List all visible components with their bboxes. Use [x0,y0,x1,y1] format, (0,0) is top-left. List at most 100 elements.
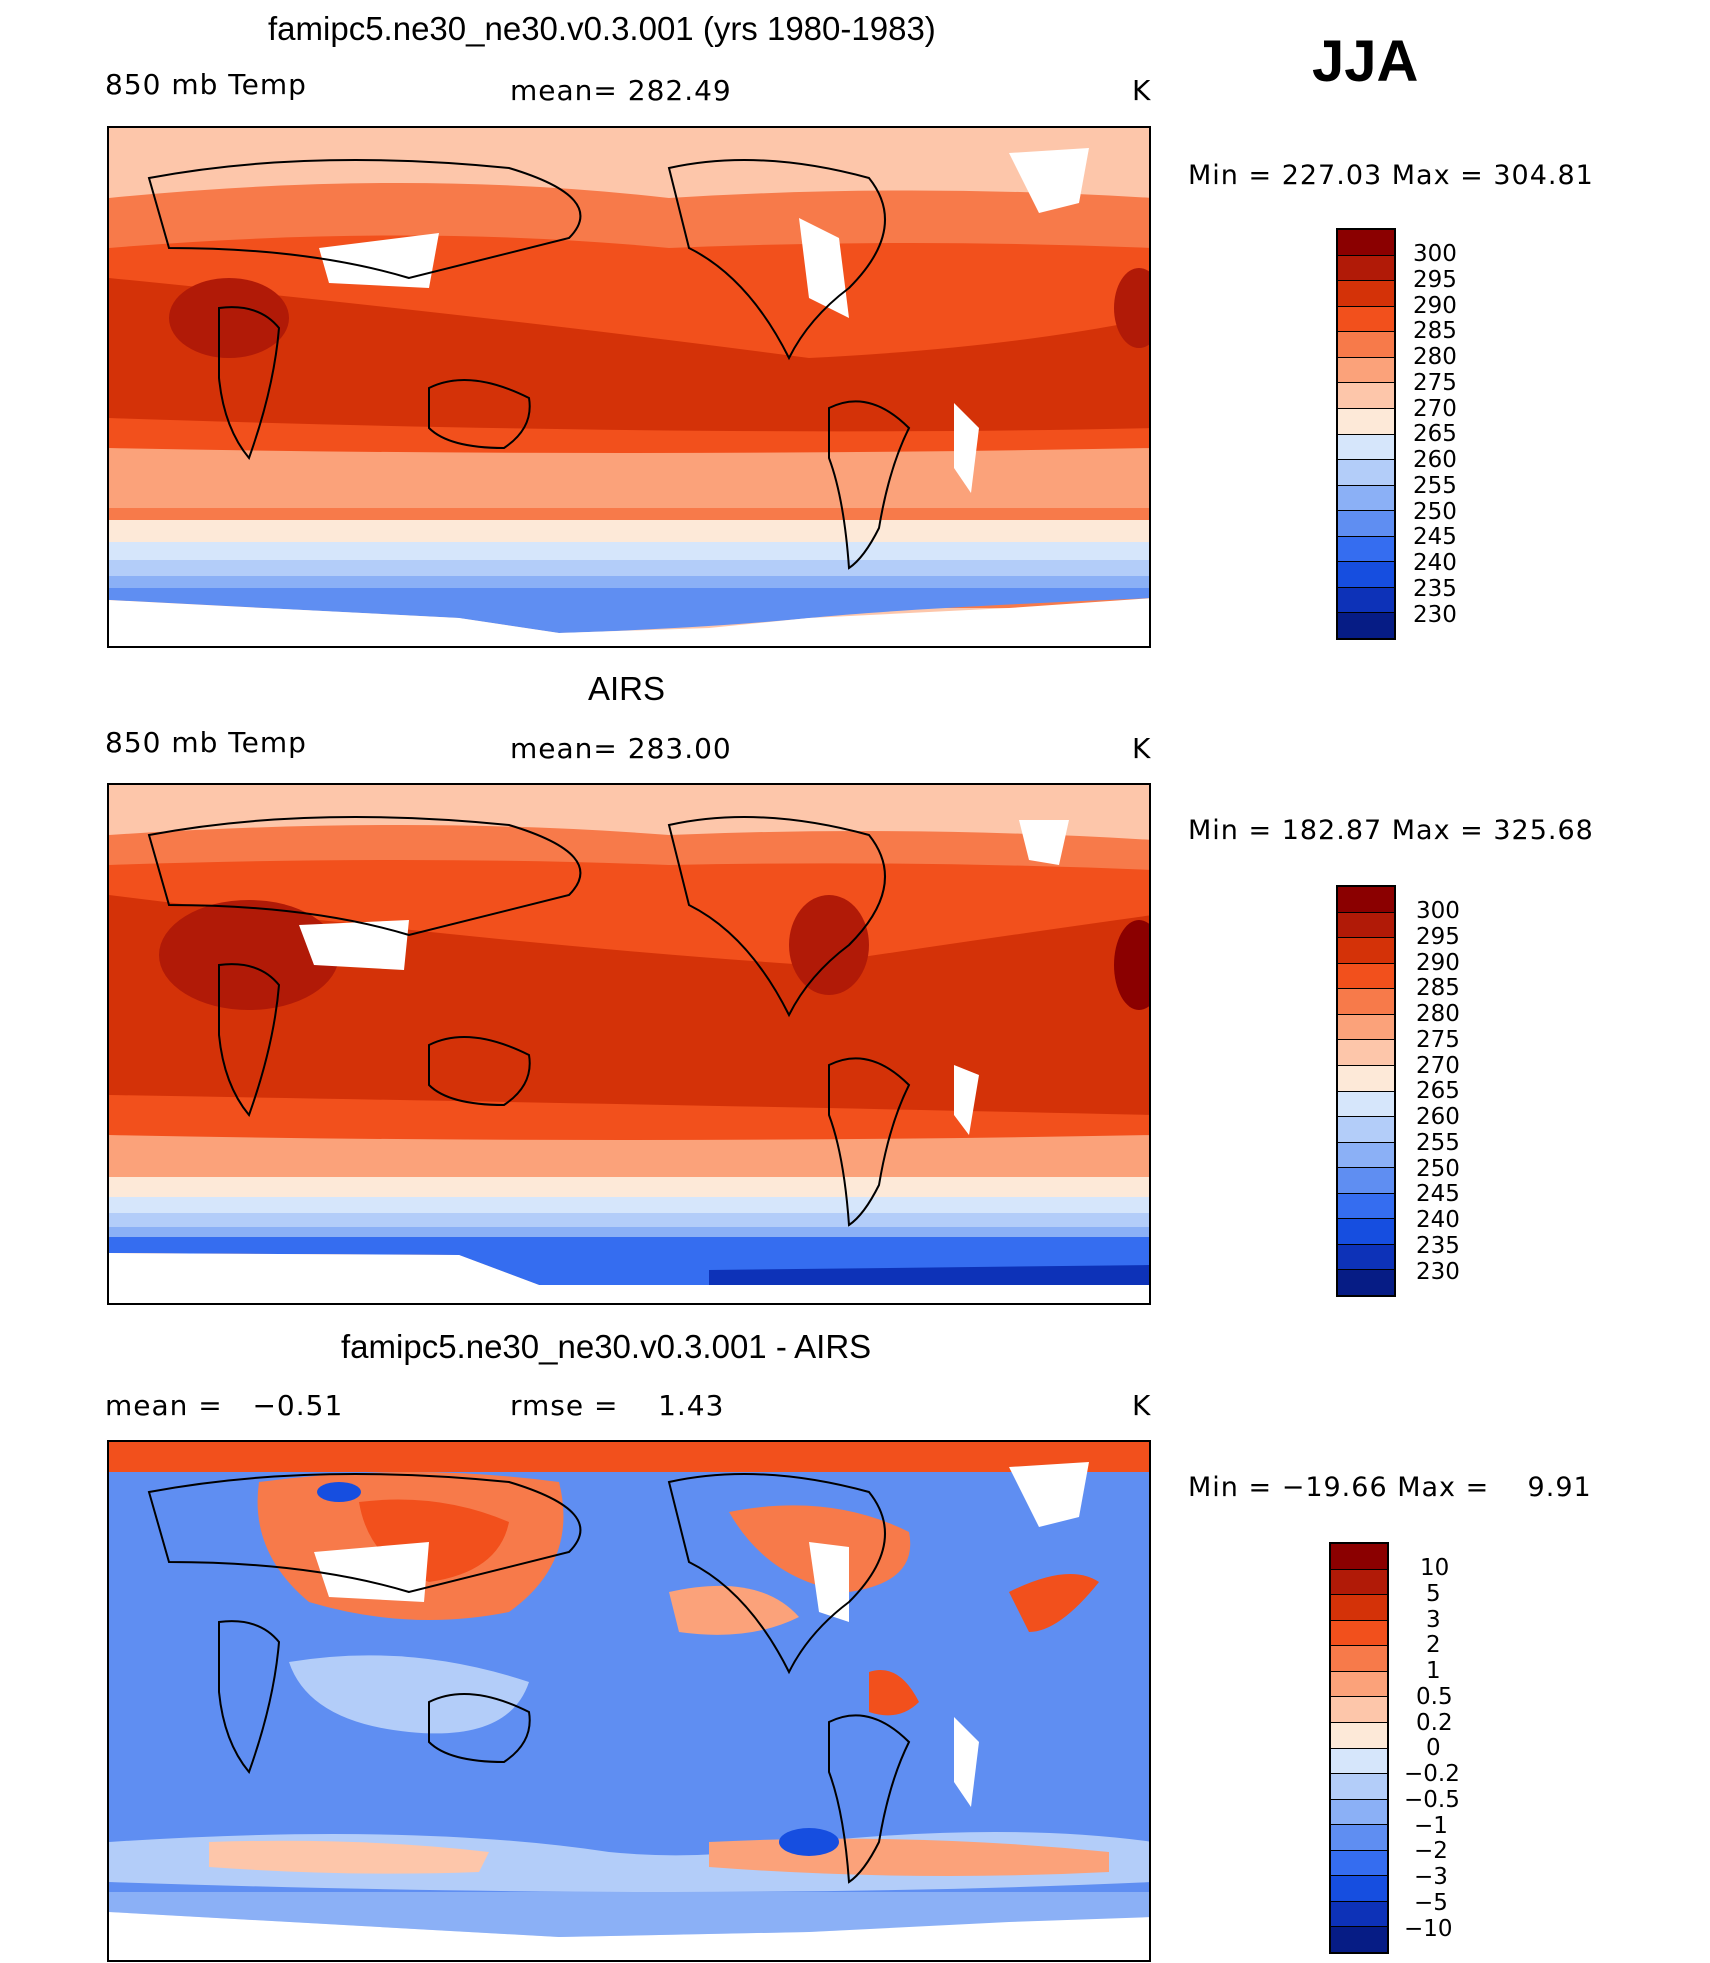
colorbar-tick: 265 [1416,1078,1460,1104]
colorbar-tick: 295 [1416,924,1460,950]
colorbar-tick: 230 [1413,602,1457,628]
panel-units-model: K [1132,74,1152,107]
colorbar-tick: 290 [1416,950,1460,976]
colorbar-tick: 270 [1416,1053,1460,1079]
panel-units-obs: K [1132,732,1152,765]
map-model [107,126,1151,648]
panel-title-diff: famipc5.ne30_ne30.v0.3.001 - AIRS [341,1328,872,1365]
colorbar-tick: 265 [1413,421,1457,447]
colorbar-model-seg [1338,255,1394,282]
colorbar-tick: −2 [1414,1838,1448,1864]
colorbar-diff-seg [1331,1927,1387,1952]
colorbar-diff-seg [1331,1569,1387,1596]
colorbar-diff-seg [1331,1901,1387,1928]
colorbar-tick: 255 [1416,1130,1460,1156]
colorbar-diff-seg [1331,1544,1387,1570]
colorbar-tick: 280 [1413,344,1457,370]
colorbar-obs-seg [1338,1244,1394,1271]
map-obs [107,783,1151,1305]
colorbar-obs-seg [1338,1091,1394,1118]
colorbar-tick: −0.5 [1404,1787,1460,1813]
colorbar-model-seg [1338,357,1394,384]
colorbar-obs-seg [1338,1065,1394,1092]
colorbar-obs-seg [1338,1168,1394,1194]
colorbar-diff-seg [1331,1748,1387,1775]
colorbar-tick: −1 [1414,1813,1448,1839]
colorbar-tick: 1 [1426,1658,1441,1684]
colorbar-model-seg [1338,511,1394,537]
colorbar-tick: 250 [1416,1156,1460,1182]
panel-minmax-diff: Min = −19.66 Max = 9.91 [1188,1472,1592,1503]
panel-minmax-model: Min = 227.03 Max = 304.81 [1188,160,1594,191]
colorbar-model-seg [1338,460,1394,486]
colorbar-obs-seg [1338,1270,1394,1295]
colorbar-diff-seg [1331,1825,1387,1851]
colorbar-tick: 235 [1413,576,1457,602]
colorbar-diff-seg [1331,1620,1387,1647]
colorbar-diff-seg [1331,1595,1387,1621]
colorbar-tick: 275 [1413,370,1457,396]
colorbar-tick: 285 [1416,975,1460,1001]
colorbar-model-seg [1338,281,1394,307]
colorbar-tick: 250 [1413,499,1457,525]
colorbar-model-seg [1338,587,1394,614]
panel-units-diff: K [1132,1389,1152,1422]
colorbar-model-seg [1338,332,1394,358]
colorbar-tick: 270 [1413,396,1457,422]
colorbar-model-seg [1338,434,1394,461]
colorbar-tick: 3 [1426,1607,1441,1633]
map-diff [107,1440,1151,1962]
colorbar-tick: −10 [1404,1916,1453,1942]
colorbar-model-seg [1338,562,1394,588]
colorbar-obs-seg [1338,1040,1394,1066]
colorbar-diff-seg [1331,1722,1387,1749]
colorbar-tick: 230 [1416,1259,1460,1285]
colorbar-tick: 2 [1426,1632,1441,1658]
colorbar-tick: 5 [1426,1581,1441,1607]
colorbar-obs-seg [1338,1219,1394,1245]
colorbar-model-seg [1338,230,1394,256]
colorbar-obs-seg [1338,938,1394,964]
panel-mean-model: mean= 282.49 [510,74,732,107]
colorbar-tick: 240 [1416,1207,1460,1233]
colorbar-diff-seg [1331,1646,1387,1672]
colorbar-tick: 10 [1420,1555,1450,1581]
colorbar-obs-seg [1338,963,1394,990]
colorbar-tick: 235 [1416,1233,1460,1259]
colorbar-tick: 275 [1416,1027,1460,1053]
colorbar-tick: 240 [1413,550,1457,576]
colorbar-diff-seg [1331,1671,1387,1698]
colorbar-obs [1336,885,1396,1297]
colorbar-tick: 260 [1416,1104,1460,1130]
colorbar-tick: 0.5 [1416,1684,1453,1710]
colorbar-tick: −0.2 [1404,1761,1460,1787]
colorbar-tick: 295 [1413,267,1457,293]
colorbar-tick: −3 [1414,1864,1448,1890]
colorbar-diff-seg [1331,1850,1387,1877]
colorbar-tick: 260 [1413,447,1457,473]
colorbar-tick: 255 [1413,473,1457,499]
panel-mean-diff: mean = −0.51 [105,1389,344,1422]
panel-left-label-model: 850 mb Temp [105,68,307,101]
colorbar-diff-seg [1331,1697,1387,1723]
season-label: JJA [1312,29,1419,94]
colorbar-tick: 300 [1413,241,1457,267]
colorbar-obs-seg [1338,989,1394,1015]
colorbar-diff-seg [1331,1799,1387,1826]
colorbar-diff [1329,1542,1389,1954]
colorbar-model-seg [1338,306,1394,333]
colorbar-model-seg [1338,383,1394,409]
colorbar-tick: 0 [1426,1735,1441,1761]
colorbar-obs-seg [1338,1142,1394,1169]
colorbar-tick: 290 [1413,293,1457,319]
colorbar-tick: −5 [1414,1890,1448,1916]
colorbar-tick: 300 [1416,898,1460,924]
colorbar-tick: 245 [1416,1181,1460,1207]
panel-rmse-diff: rmse = 1.43 [510,1389,725,1422]
colorbar-tick: 245 [1413,524,1457,550]
colorbar-tick: 280 [1416,1001,1460,1027]
colorbar-obs-seg [1338,1014,1394,1041]
colorbar-diff-seg [1331,1876,1387,1902]
colorbar-tick: 285 [1413,318,1457,344]
colorbar-obs-seg [1338,887,1394,913]
